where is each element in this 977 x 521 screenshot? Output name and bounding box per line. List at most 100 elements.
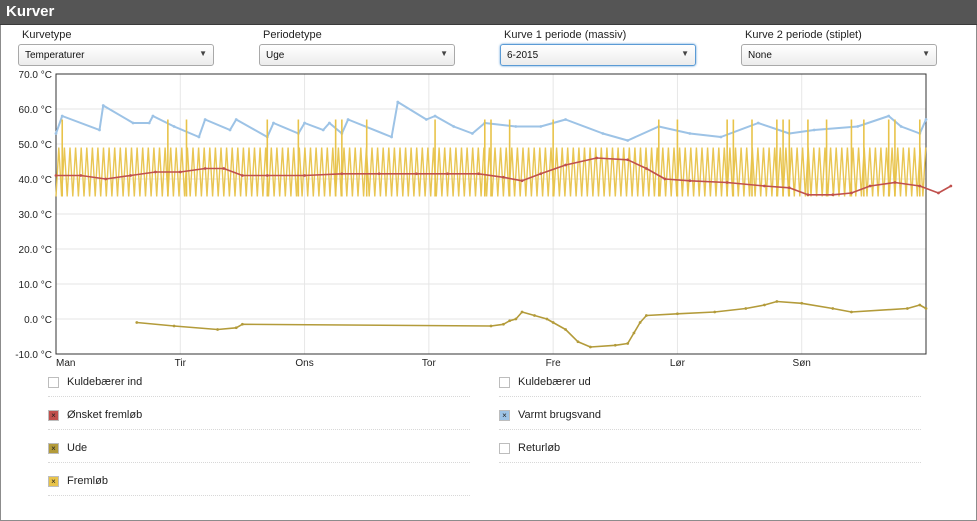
series-oensket-fremloeb-point	[377, 172, 381, 176]
series-varmt-brugsvand-point	[756, 121, 760, 125]
series-ude-point	[713, 310, 717, 314]
x-tick-label: Tir	[175, 358, 187, 369]
series-varmt-brugsvand-point	[172, 125, 176, 128]
series-ude-point	[850, 310, 853, 314]
kurvetype-value: Temperaturer	[25, 50, 85, 61]
series-varmt-brugsvand-point	[98, 128, 101, 132]
series-ude-point	[551, 321, 555, 324]
kurvetype-label: Kurvetype	[22, 29, 72, 41]
kurve1-value: 6-2015	[507, 50, 539, 61]
series-ude-point	[533, 314, 536, 317]
series-varmt-brugsvand-point	[812, 128, 816, 132]
series-varmt-brugsvand-point	[433, 114, 437, 118]
series-varmt-brugsvand-point	[272, 121, 275, 125]
series-oensket-fremloeb-point	[949, 184, 953, 188]
x-tick-label: Søn	[793, 358, 811, 369]
series-ude-point	[135, 321, 139, 324]
y-tick-label: 60.0 °C	[19, 105, 52, 116]
legend-label: Kuldebærer ind	[67, 376, 143, 388]
series-ude-point	[502, 322, 505, 326]
x-tick-label: Ons	[295, 358, 313, 369]
series-oensket-fremloeb-point	[241, 174, 244, 177]
legend-label: Kuldebærer ud	[518, 376, 591, 388]
legend-checkbox[interactable]: ×	[48, 443, 59, 454]
series-oensket-fremloeb-point	[477, 172, 480, 176]
legend-checkbox[interactable]: ×	[48, 410, 59, 421]
x-tick-label: Lør	[670, 358, 686, 369]
legend-label: Varmt brugsvand	[518, 409, 601, 421]
series-varmt-brugsvand-point	[470, 132, 474, 135]
x-tick-label: Fre	[546, 358, 561, 369]
series-varmt-brugsvand-point	[396, 100, 400, 104]
legend-label: Ønsket fremløb	[67, 409, 143, 421]
periodetype-select[interactable]: Uge ▼	[259, 44, 455, 66]
legend-label: Returløb	[518, 442, 561, 454]
series-varmt-brugsvand-point	[328, 121, 331, 125]
title-bar: Kurver	[0, 0, 977, 25]
series-oensket-fremloeb-point	[663, 177, 667, 181]
series-varmt-brugsvand-point	[539, 125, 543, 128]
series-ude-point	[508, 319, 512, 323]
kurve1-select[interactable]: 6-2015 ▼	[500, 44, 696, 66]
series-oensket-fremloeb	[56, 157, 952, 196]
legend-checkbox[interactable]	[499, 443, 510, 454]
series-oensket-fremloeb-point	[937, 191, 940, 195]
series-varmt-brugsvand-point	[228, 128, 232, 132]
y-tick-label: 20.0 °C	[19, 245, 52, 256]
series-oensket-fremloeb-point	[763, 184, 766, 188]
series-varmt-brugsvand-point	[452, 125, 456, 128]
series-oensket-fremloeb-point	[303, 174, 306, 177]
series-oensket-fremloeb-point	[79, 174, 83, 177]
series-ude-point	[638, 321, 642, 324]
legend-checkbox[interactable]: ×	[48, 476, 59, 487]
series-oensket-fremloeb-point	[203, 167, 207, 170]
series-ude-point	[576, 340, 580, 344]
divider	[48, 429, 470, 430]
series-varmt-brugsvand-point	[626, 139, 630, 142]
series-varmt-brugsvand-point	[197, 135, 201, 139]
series-varmt-brugsvand-point	[303, 121, 306, 125]
series-oensket-fremloeb-point	[787, 186, 791, 190]
chevron-down-icon: ▼	[440, 49, 448, 58]
series-oensket-fremloeb-point	[502, 175, 505, 179]
series-ude	[136, 300, 927, 348]
y-tick-label: 50.0 °C	[19, 140, 52, 151]
series-oensket-fremloeb-point	[918, 184, 922, 188]
kurvetype-select[interactable]: Temperaturer ▼	[18, 44, 214, 66]
series-ude-point	[172, 324, 176, 328]
legend-checkbox[interactable]	[48, 377, 59, 388]
series-varmt-brugsvand-point	[424, 118, 428, 121]
divider	[499, 462, 921, 463]
series-oensket-fremloeb-point	[520, 179, 524, 183]
series-ude-point	[613, 343, 617, 347]
series-oensket-fremloeb-point	[868, 184, 872, 188]
series-varmt-brugsvand-point	[203, 118, 207, 121]
series-ude-point	[924, 307, 928, 310]
series-varmt-brugsvand-point	[564, 118, 567, 121]
kurve2-label: Kurve 2 periode (stiplet)	[745, 29, 862, 41]
series-ude-point	[800, 301, 804, 305]
legend-checkbox[interactable]: ×	[499, 410, 510, 421]
plot-border	[55, 73, 927, 355]
page-title: Kurver	[6, 3, 55, 20]
series-oensket-fremloeb-point	[595, 156, 599, 160]
series-ude-point	[744, 307, 748, 310]
series-varmt-brugsvand-point	[101, 104, 105, 107]
series-oensket-fremloeb-point	[129, 174, 132, 177]
chevron-down-icon: ▼	[922, 49, 930, 58]
periodetype-label: Periodetype	[263, 29, 322, 41]
series-varmt-brugsvand-point	[924, 118, 928, 121]
series-ude-point	[520, 310, 524, 314]
kurve2-select[interactable]: None ▼	[741, 44, 937, 66]
series-varmt-brugsvand-point	[147, 121, 151, 125]
legend-checkbox[interactable]	[499, 377, 510, 388]
series-ude-point	[626, 342, 630, 345]
y-tick-label: 0.0 °C	[24, 315, 52, 326]
series-varmt-brugsvand-point	[54, 132, 58, 135]
series-oensket-fremloeb-point	[806, 193, 810, 197]
chevron-down-icon: ▼	[681, 49, 689, 58]
series-varmt-brugsvand-point	[688, 132, 692, 135]
y-tick-label: 30.0 °C	[19, 210, 52, 221]
series-oensket-fremloeb-point	[265, 174, 269, 177]
series-varmt-brugsvand-point	[60, 114, 64, 118]
